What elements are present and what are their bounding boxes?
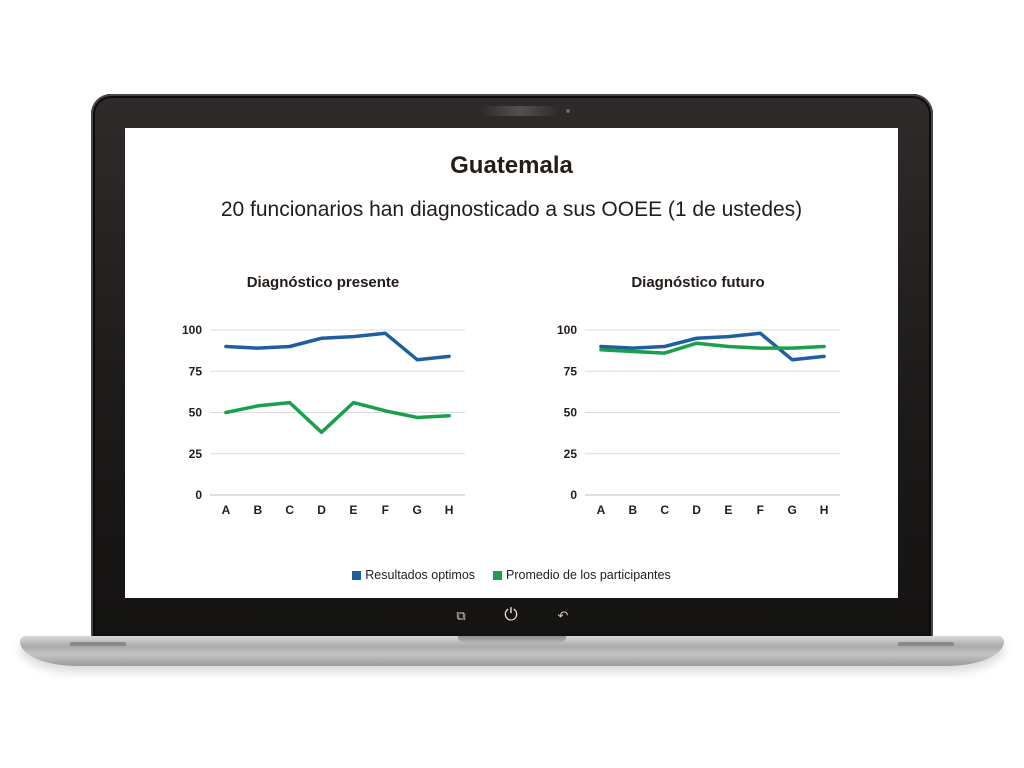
x-tick-label: G bbox=[413, 503, 422, 517]
legend-label-resultados: Resultados optimos bbox=[365, 568, 476, 582]
chart-title-futuro: Diagnóstico futuro bbox=[631, 274, 765, 291]
x-tick-label: A bbox=[597, 503, 606, 517]
y-tick-label: 25 bbox=[564, 447, 578, 461]
series-line-promedio bbox=[224, 400, 451, 435]
y-tick-label: 50 bbox=[564, 406, 578, 420]
y-tick-label: 75 bbox=[564, 364, 578, 378]
slide-title: Guatemala bbox=[450, 152, 573, 179]
legend-item-resultados: Resultados optimos bbox=[352, 568, 475, 582]
y-tick-label: 0 bbox=[570, 488, 577, 502]
legend-item-promedio: Promedio de los participantes bbox=[493, 568, 671, 582]
y-tick-label: 25 bbox=[189, 447, 203, 461]
power-icon[interactable]: ⏻ bbox=[504, 605, 518, 624]
x-tick-label: C bbox=[285, 503, 294, 517]
chart-diagnostico-presente: 0 25 50 75 100 A B C D E F G H bbox=[182, 323, 465, 517]
x-tick-label: D bbox=[317, 503, 326, 517]
x-tick-label: D bbox=[692, 503, 701, 517]
camera-glare bbox=[480, 106, 560, 116]
y-tick-label: 75 bbox=[189, 364, 203, 378]
recent-apps-icon[interactable]: ⧉ bbox=[456, 608, 466, 623]
chart-legend: Resultados optimos Promedio de los parti… bbox=[125, 568, 898, 582]
series-line-promedio bbox=[599, 341, 826, 355]
laptop-hinge-notch bbox=[458, 636, 566, 643]
x-tick-label: B bbox=[628, 503, 637, 517]
x-tick-label: F bbox=[757, 503, 764, 517]
x-tick-label: A bbox=[222, 503, 231, 517]
series-line-resultados bbox=[599, 331, 826, 362]
x-tick-label: G bbox=[788, 503, 797, 517]
chart-diagnostico-futuro: 0 25 50 75 100 A B C D E F G H bbox=[557, 323, 840, 517]
series-line-resultados bbox=[224, 331, 451, 362]
slide-subtitle: 20 funcionarios han diagnosticado a sus … bbox=[220, 198, 803, 221]
legend-swatch-blue bbox=[352, 570, 362, 580]
laptop-vent-left bbox=[70, 642, 126, 646]
x-tick-label: H bbox=[820, 503, 829, 517]
y-tick-label: 100 bbox=[557, 323, 577, 337]
x-tick-label: F bbox=[382, 503, 389, 517]
x-tick-label: B bbox=[253, 503, 262, 517]
y-tick-label: 100 bbox=[182, 323, 202, 337]
y-tick-label: 0 bbox=[195, 488, 202, 502]
webcam-icon bbox=[564, 107, 572, 115]
x-tick-label: E bbox=[724, 503, 732, 517]
x-tick-label: C bbox=[660, 503, 669, 517]
laptop-screen: Guatemala 20 funcionarios han diagnostic… bbox=[125, 128, 898, 598]
y-tick-label: 50 bbox=[189, 406, 203, 420]
back-icon[interactable]: ↶ bbox=[557, 608, 569, 623]
x-tick-label: E bbox=[349, 503, 357, 517]
x-tick-label: H bbox=[445, 503, 454, 517]
laptop-vent-right bbox=[898, 642, 954, 646]
chart-title-presente: Diagnóstico presente bbox=[246, 274, 400, 291]
legend-label-promedio: Promedio de los participantes bbox=[506, 568, 671, 582]
legend-swatch-green bbox=[493, 570, 503, 580]
